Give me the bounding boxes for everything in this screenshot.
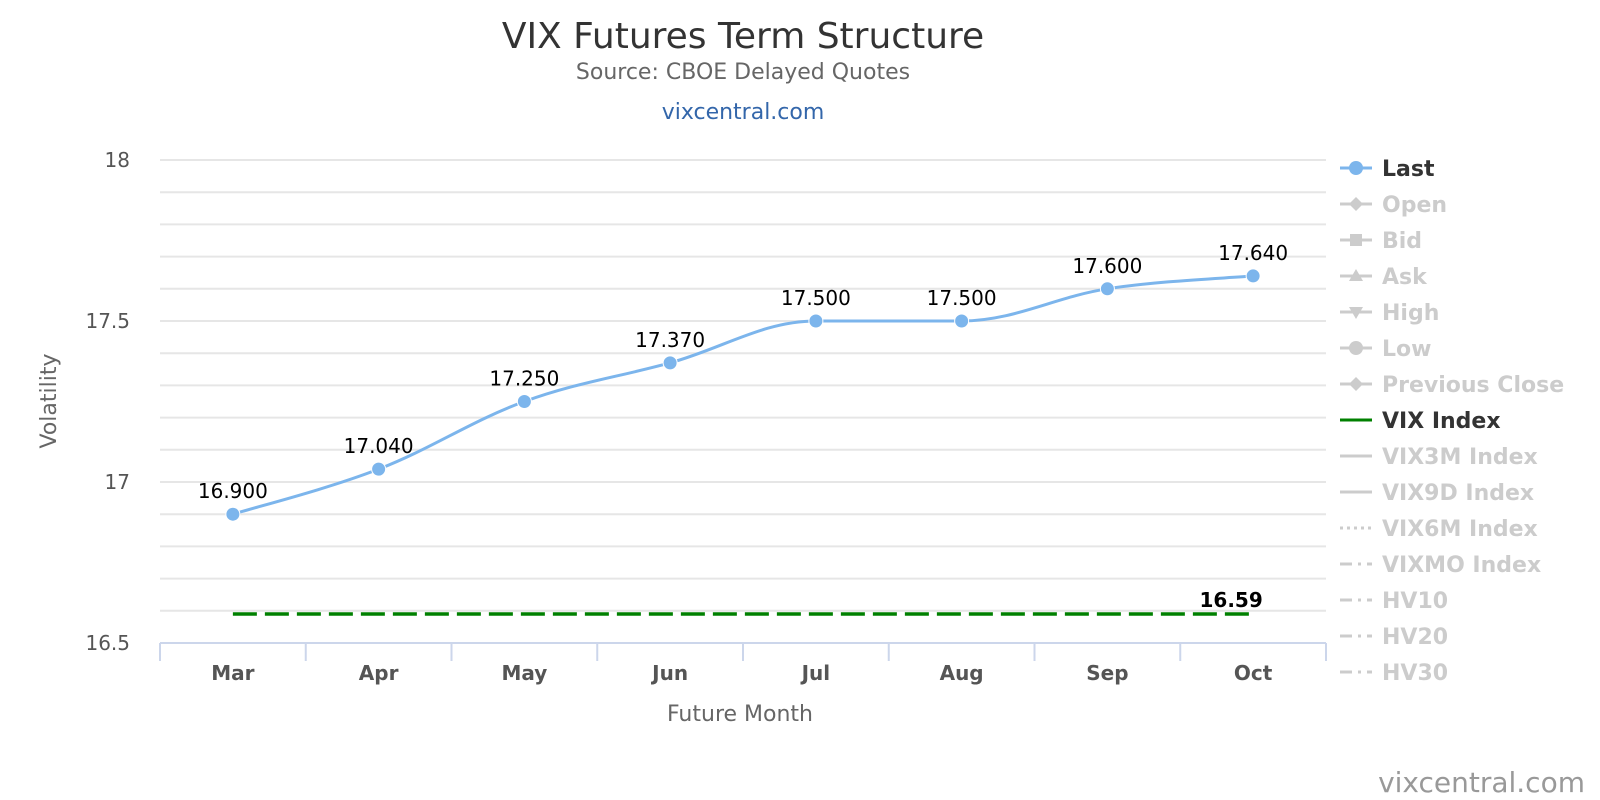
data-label-layer: 16.59 16.900 17.040 17.250 17.370 17.500 17.50… xyxy=(198,241,1288,612)
legend-label: VIX6M Index xyxy=(1382,517,1538,542)
y-tick-label: 17.5 xyxy=(85,309,130,333)
legend-label: VIX Index xyxy=(1382,409,1501,434)
series-last-point[interactable] xyxy=(662,355,678,371)
legend-label: HV30 xyxy=(1382,661,1448,686)
legend-label: High xyxy=(1382,301,1439,326)
legend-item-high[interactable]: High xyxy=(1340,301,1439,326)
series-last-point[interactable] xyxy=(1245,268,1261,284)
y-tick-label: 16.5 xyxy=(85,631,130,655)
x-tick-label: Sep xyxy=(1086,661,1128,685)
credit-text[interactable]: vixcentral.com xyxy=(1378,766,1585,799)
legend-marker-diamond xyxy=(1349,197,1363,211)
series-layer xyxy=(225,268,1261,616)
series-last-point[interactable] xyxy=(225,506,241,522)
legend-label: Last xyxy=(1382,157,1435,182)
legend-item-vixmo-index[interactable]: VIXMO Index xyxy=(1340,553,1541,578)
legend-label: VIX9D Index xyxy=(1382,481,1534,506)
data-label: 17.040 xyxy=(344,434,414,458)
legend-marker-triangle xyxy=(1349,269,1363,281)
x-tick-label: Jul xyxy=(800,661,831,685)
legend-item-hv10[interactable]: HV10 xyxy=(1340,589,1448,614)
y-tick-label: 18 xyxy=(105,148,130,172)
x-tick-label: Jun xyxy=(650,661,688,685)
series-last-line[interactable] xyxy=(232,274,1254,516)
x-axis-title: Future Month xyxy=(667,702,813,727)
x-tick-label: Oct xyxy=(1234,661,1273,685)
legend-item-last[interactable]: Last xyxy=(1340,157,1435,182)
grid-layer xyxy=(160,159,1326,612)
legend-label: Ask xyxy=(1382,265,1428,290)
legend-label: Previous Close xyxy=(1382,373,1564,398)
data-label: 16.900 xyxy=(198,479,268,503)
site-link[interactable]: vixcentral.com xyxy=(662,100,825,125)
legend-label: HV20 xyxy=(1382,625,1448,650)
data-label: 17.370 xyxy=(635,328,705,352)
data-label: 16.59 xyxy=(1199,588,1262,612)
legend-item-vix-index[interactable]: VIX Index xyxy=(1340,409,1501,434)
legend-item-vix3m-index[interactable]: VIX3M Index xyxy=(1340,445,1538,470)
legend-label: VIXMO Index xyxy=(1382,553,1541,578)
legend-item-vix9d-index[interactable]: VIX9D Index xyxy=(1340,481,1534,506)
legend-item-bid[interactable]: Bid xyxy=(1340,229,1422,254)
legend-marker-circle xyxy=(1349,341,1363,355)
data-label: 17.500 xyxy=(927,286,997,310)
legend-item-ask[interactable]: Ask xyxy=(1340,265,1428,290)
legend-item-open[interactable]: Open xyxy=(1340,193,1447,218)
data-label: 17.640 xyxy=(1218,241,1288,265)
legend-item-hv30[interactable]: HV30 xyxy=(1340,661,1448,686)
legend-item-previous-close[interactable]: Previous Close xyxy=(1340,373,1564,398)
chart-title: VIX Futures Term Structure xyxy=(502,16,984,57)
legend-item-low[interactable]: Low xyxy=(1340,337,1431,362)
legend-item-vix6m-index[interactable]: VIX6M Index xyxy=(1340,517,1538,542)
legend-label: Low xyxy=(1382,337,1431,362)
legend-item-hv20[interactable]: HV20 xyxy=(1340,625,1448,650)
data-label: 17.600 xyxy=(1072,254,1142,278)
y-tick-label: 17 xyxy=(105,470,130,494)
series-last-point[interactable] xyxy=(954,313,970,329)
legend-label: VIX3M Index xyxy=(1382,445,1538,470)
legend-marker-circle xyxy=(1349,161,1363,175)
x-tick-label: Aug xyxy=(940,661,984,685)
data-label: 17.250 xyxy=(489,367,559,391)
legend-marker-square xyxy=(1350,234,1362,246)
y-axis-title: Volatility xyxy=(37,353,62,448)
x-tick-label: Mar xyxy=(211,661,254,685)
legend-label: Open xyxy=(1382,193,1447,218)
axis-layer: Mar Apr May Jun Jul Aug Sep Oct 16.5 17 17.5 18 xyxy=(85,148,1327,685)
legend-label: HV10 xyxy=(1382,589,1448,614)
legend-marker-triangle-down xyxy=(1349,307,1363,319)
legend: Last Open Bid Ask High Low Previous Close VIX I… xyxy=(1340,157,1564,686)
series-last-point[interactable] xyxy=(1099,281,1115,297)
legend-marker-diamond xyxy=(1349,377,1363,391)
series-last-point[interactable] xyxy=(808,313,824,329)
series-last-point[interactable] xyxy=(516,394,532,409)
chart-subtitle: Source: CBOE Delayed Quotes xyxy=(576,60,910,85)
x-tick-label: May xyxy=(501,661,547,685)
legend-label: Bid xyxy=(1382,229,1422,254)
data-label: 17.500 xyxy=(781,286,851,310)
series-last-point[interactable] xyxy=(371,461,387,477)
x-tick-label: Apr xyxy=(359,661,399,685)
